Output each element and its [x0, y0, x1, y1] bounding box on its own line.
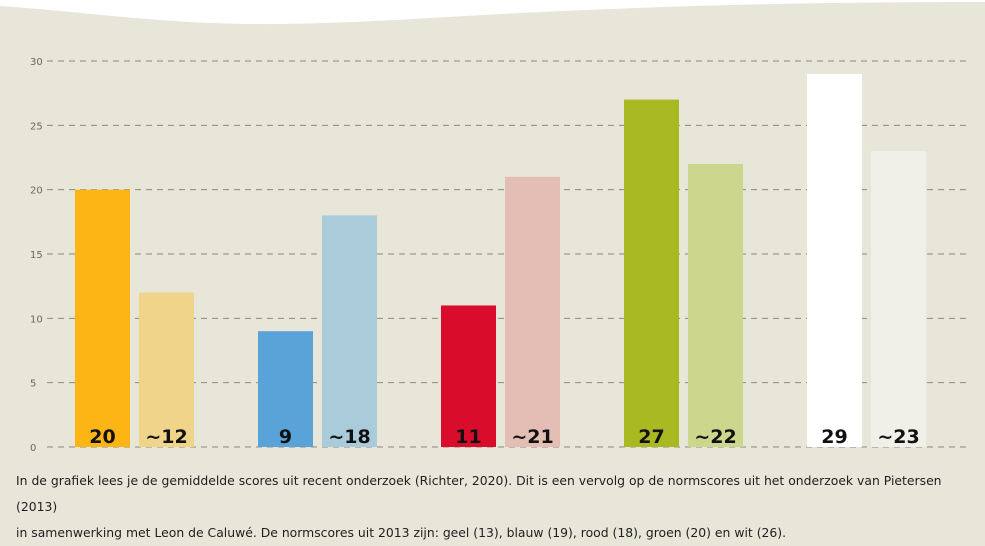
- bar-value-label: ~22: [694, 426, 736, 448]
- bar-5-2: [871, 151, 926, 448]
- y-axis-ticks: 0 5 10 15 20 25 30: [30, 57, 43, 454]
- bar-chart: 0 5 10 15 20 25 30 20 ~12 9 ~18 11 ~21 27 ~22 29 ~23: [30, 57, 968, 454]
- y-tick-label: 15: [30, 250, 43, 261]
- caption-line-1: In de grafiek lees je de gemiddelde scor…: [16, 473, 942, 514]
- y-tick-label: 5: [30, 379, 36, 390]
- y-tick-label: 20: [30, 186, 43, 197]
- bar-2-2: [322, 215, 377, 447]
- y-tick-label: 30: [30, 57, 43, 68]
- bar-value-label: 11: [455, 426, 481, 448]
- bar-value-label: 29: [821, 426, 847, 448]
- bar-value-label: 27: [638, 426, 664, 448]
- bar-4-1: [624, 99, 679, 447]
- bar-2-1: [258, 331, 313, 447]
- bar-3-1: [441, 305, 496, 447]
- chart-caption: In de grafiek lees je de gemiddelde scor…: [16, 468, 976, 546]
- bar-value-label: 9: [279, 426, 292, 448]
- bar-3-2: [505, 176, 560, 448]
- bars: [75, 73, 926, 448]
- bar-5-1: [807, 73, 862, 447]
- y-tick-label: 10: [30, 314, 43, 325]
- y-tick-label: 25: [30, 121, 43, 132]
- bar-labels: 20 ~12 9 ~18 11 ~21 27 ~22 29 ~23: [89, 426, 919, 448]
- bar-value-label: ~12: [145, 426, 187, 448]
- y-tick-label: 0: [30, 443, 36, 454]
- decorative-top-wave: [0, 0, 985, 25]
- bar-value-label: ~18: [328, 426, 370, 448]
- bar-value-label: 20: [89, 426, 115, 448]
- bar-value-label: ~21: [511, 426, 553, 448]
- bar-4-2: [688, 163, 743, 447]
- bar-value-label: ~23: [877, 426, 919, 448]
- bar-1-1: [75, 189, 130, 447]
- bar-1-2: [139, 292, 194, 447]
